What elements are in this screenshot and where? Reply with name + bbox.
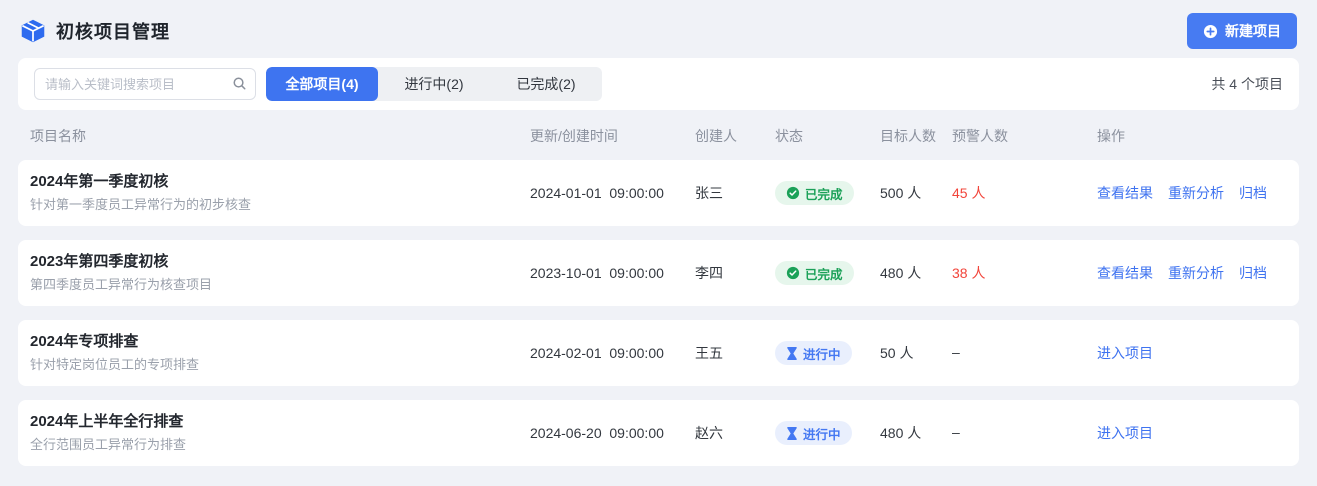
warning-count: 45 人 — [952, 185, 986, 201]
page-title: 初核项目管理 — [56, 22, 170, 42]
column-header: 项目名称 — [30, 128, 86, 144]
column-header: 操作 — [1097, 128, 1125, 144]
time-cell: 2023-10-01 09:00:00 — [530, 265, 664, 281]
project-description: 第四季度员工异常行为核查项目 — [30, 277, 213, 293]
status-cell: 进行中 — [775, 421, 880, 445]
status-badge: 已完成 — [775, 181, 854, 205]
project-name-cell: 2024年第一季度初核 针对第一季度员工异常行为的初步核查 — [30, 171, 530, 214]
page-header: 初核项目管理 新建项目 — [18, 0, 1299, 58]
page: 初核项目管理 新建项目 全部项目(4)进行中(2)已完成(2) 共 4 个项目 — [18, 0, 1299, 466]
creator-cell: 赵六 — [695, 425, 723, 441]
status-cell: 已完成 — [775, 181, 880, 205]
project-description: 针对特定岗位员工的专项排查 — [30, 357, 200, 373]
column-header: 创建人 — [695, 128, 737, 144]
warning-count-cell: – — [952, 344, 1097, 362]
action-link[interactable]: 归档 — [1239, 265, 1267, 281]
status-label: 进行中 — [803, 427, 841, 442]
time-cell: 2024-06-20 09:00:00 — [530, 425, 664, 441]
creator-cell: 李四 — [695, 265, 723, 281]
project-title: 2024年上半年全行排查 — [30, 413, 184, 431]
column-header: 状态 — [775, 128, 803, 144]
tab-2[interactable]: 已完成(2) — [490, 67, 602, 101]
table-header: 项目名称 更新/创建时间 创建人 状态 目标人数 预警人数 操作 — [18, 112, 1299, 160]
status-badge: 进行中 — [775, 421, 852, 445]
table-row[interactable]: 2024年上半年全行排查 全行范围员工异常行为排查 2024-06-20 09:… — [18, 400, 1299, 466]
action-link[interactable]: 归档 — [1239, 185, 1267, 201]
warning-count-cell: – — [952, 424, 1097, 442]
table-row[interactable]: 2024年第一季度初核 针对第一季度员工异常行为的初步核查 2024-01-01… — [18, 160, 1299, 226]
time-cell: 2024-01-01 09:00:00 — [530, 185, 664, 201]
tab-1[interactable]: 进行中(2) — [378, 67, 490, 101]
creator-cell: 张三 — [695, 185, 723, 201]
status-cell: 进行中 — [775, 341, 880, 365]
project-name-cell: 2023年第四季度初核 第四季度员工异常行为核查项目 — [30, 251, 530, 294]
creator-cell: 王五 — [695, 345, 723, 361]
target-count-cell: 480 人 — [880, 265, 922, 281]
toolbar: 全部项目(4)进行中(2)已完成(2) 共 4 个项目 — [18, 58, 1299, 110]
search-icon[interactable] — [232, 76, 247, 96]
cube-icon — [20, 18, 46, 44]
warning-count: 38 人 — [952, 265, 986, 281]
warning-count: – — [952, 344, 960, 360]
target-count-cell: 480 人 — [880, 425, 922, 441]
check-circle-icon — [786, 186, 800, 200]
action-link[interactable]: 重新分析 — [1168, 265, 1224, 281]
project-description: 全行范围员工异常行为排查 — [30, 437, 187, 453]
column-header: 预警人数 — [952, 128, 1008, 144]
warning-count: – — [952, 424, 960, 440]
warning-count-cell: 45 人 — [952, 183, 1097, 203]
title-wrap: 初核项目管理 — [20, 18, 170, 44]
project-title: 2023年第四季度初核 — [30, 253, 169, 271]
status-label: 已完成 — [805, 187, 843, 202]
time-cell: 2024-02-01 09:00:00 — [530, 345, 664, 361]
project-title: 2024年专项排查 — [30, 333, 139, 351]
project-count-text: 共 4 个项目 — [1211, 76, 1283, 92]
action-link[interactable]: 查看结果 — [1097, 185, 1153, 201]
column-header: 目标人数 — [880, 128, 936, 144]
action-link[interactable]: 进入项目 — [1097, 425, 1153, 441]
tab-0[interactable]: 全部项目(4) — [266, 67, 378, 101]
action-link[interactable]: 重新分析 — [1168, 185, 1224, 201]
status-badge: 已完成 — [775, 261, 854, 285]
status-cell: 已完成 — [775, 261, 880, 285]
actions-cell: 进入项目 — [1097, 343, 1287, 363]
actions-cell: 查看结果 重新分析 归档 — [1097, 263, 1287, 283]
target-count-cell: 500 人 — [880, 185, 922, 201]
new-project-button[interactable]: 新建项目 — [1187, 13, 1297, 49]
check-circle-icon — [786, 266, 800, 280]
project-name-cell: 2024年上半年全行排查 全行范围员工异常行为排查 — [30, 411, 530, 454]
plus-circle-icon — [1203, 24, 1218, 39]
search-box — [34, 68, 256, 100]
tabs: 全部项目(4) 进行中(2) 已完成(2) — [266, 67, 602, 101]
project-title: 2024年第一季度初核 — [30, 173, 169, 191]
new-project-label: 新建项目 — [1225, 23, 1281, 39]
search-input[interactable] — [34, 68, 256, 100]
project-name-cell: 2024年专项排查 针对特定岗位员工的专项排查 — [30, 331, 530, 374]
hourglass-icon — [786, 346, 798, 360]
hourglass-icon — [786, 426, 798, 440]
action-link[interactable]: 进入项目 — [1097, 345, 1153, 361]
action-link[interactable]: 查看结果 — [1097, 265, 1153, 281]
actions-cell: 进入项目 — [1097, 423, 1287, 443]
project-description: 针对第一季度员工异常行为的初步核查 — [30, 197, 252, 213]
target-count-cell: 50 人 — [880, 345, 914, 361]
status-label: 进行中 — [803, 347, 841, 362]
project-list: 2024年第一季度初核 针对第一季度员工异常行为的初步核查 2024-01-01… — [18, 160, 1299, 466]
table-row[interactable]: 2024年专项排查 针对特定岗位员工的专项排查 2024-02-01 09:00… — [18, 320, 1299, 386]
table-row[interactable]: 2023年第四季度初核 第四季度员工异常行为核查项目 2023-10-01 09… — [18, 240, 1299, 306]
actions-cell: 查看结果 重新分析 归档 — [1097, 183, 1287, 203]
status-label: 已完成 — [805, 267, 843, 282]
status-badge: 进行中 — [775, 341, 852, 365]
column-header: 更新/创建时间 — [530, 128, 618, 144]
warning-count-cell: 38 人 — [952, 263, 1097, 283]
